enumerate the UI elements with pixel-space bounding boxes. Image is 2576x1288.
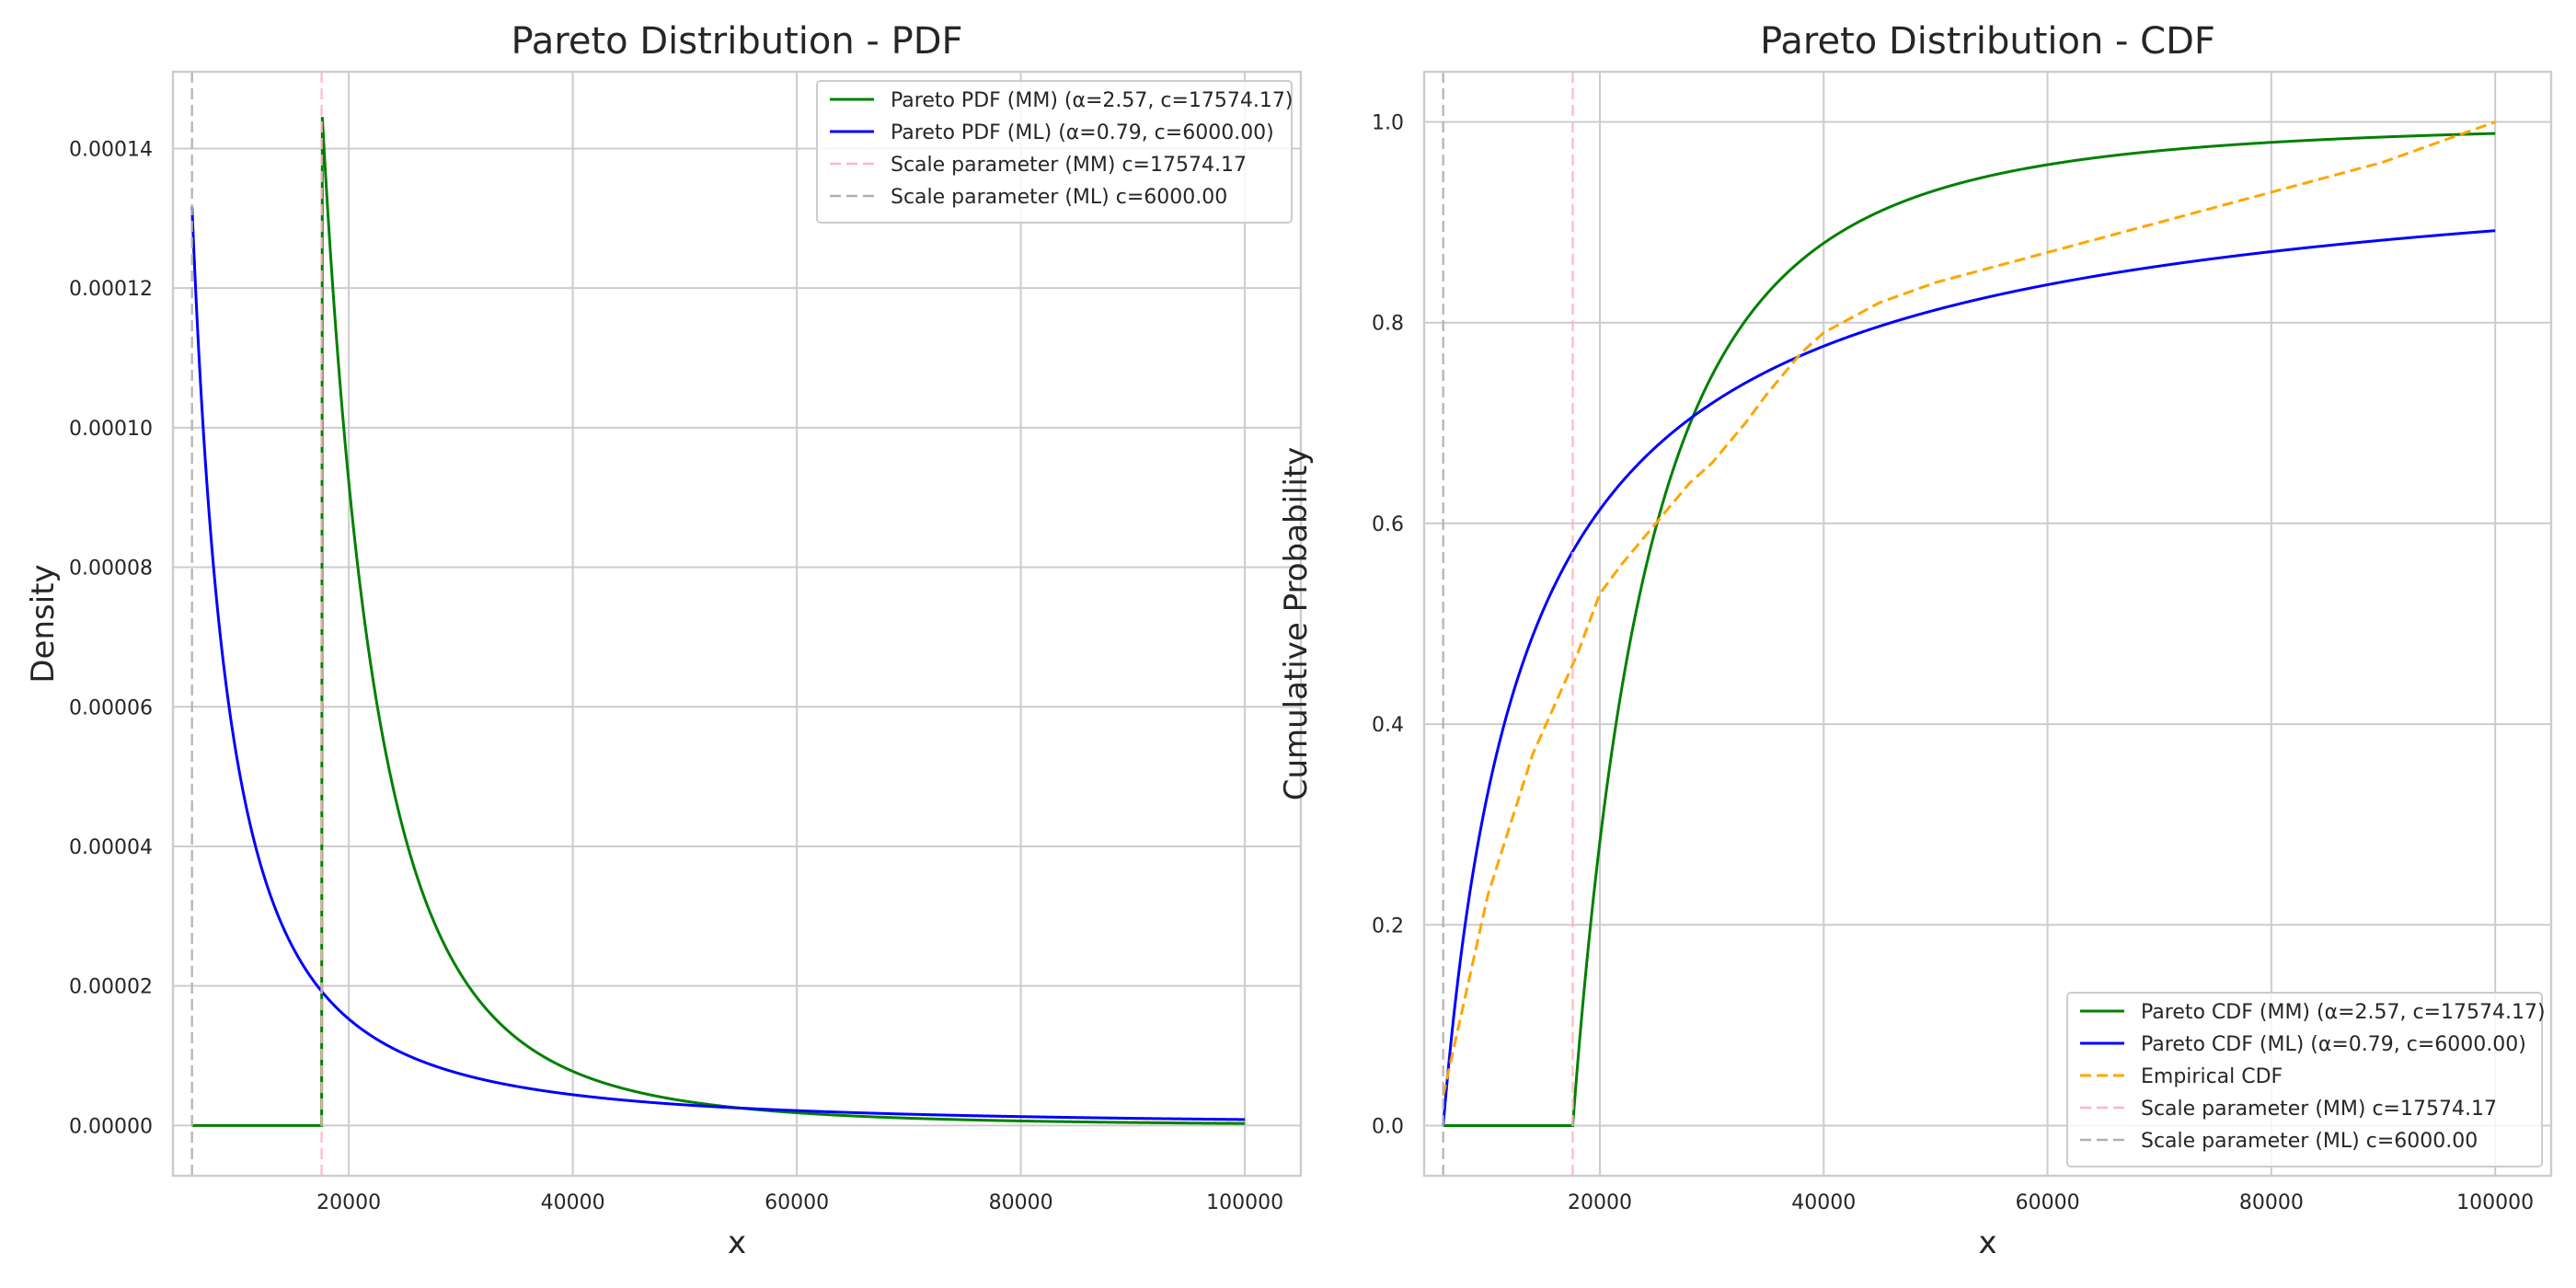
x-tick-label: 80000 xyxy=(989,1191,1053,1214)
y-tick-label: 0.00006 xyxy=(69,696,153,719)
y-tick-label: 0.00012 xyxy=(69,278,153,301)
series-line-1 xyxy=(1443,132,2496,1127)
x-tick-label: 20000 xyxy=(316,1191,381,1214)
chart-panel-1: 20000 40000 60000 80000 100000 0.00000 0.00002… xyxy=(25,20,1303,1261)
legend-box xyxy=(816,80,1293,224)
legend-entry: Pareto CDF (ML) (α=0.79, c=6000.00) xyxy=(2141,1033,2526,1056)
x-tick-label: 60000 xyxy=(2016,1191,2080,1214)
x-tick-label: 60000 xyxy=(765,1191,829,1214)
y-tick-label: 0.00002 xyxy=(69,976,153,999)
plot-frame xyxy=(1422,70,2553,1178)
y-axis-label: Density xyxy=(25,564,62,683)
legend-entry: Scale parameter (MM) c=17574.17 xyxy=(2141,1098,2497,1121)
x-tick-label: 40000 xyxy=(541,1191,605,1214)
legend-entry: Scale parameter (MM) c=17574.17 xyxy=(891,154,1247,177)
y-tick-label: 1.0 xyxy=(1372,112,1404,135)
y-tick-label: 0.4 xyxy=(1372,714,1404,737)
x-axis-label: x xyxy=(728,1225,746,1261)
chart-title: Pareto Distribution - PDF xyxy=(511,20,962,63)
legend-entry: Scale parameter (ML) c=6000.00 xyxy=(891,186,1227,209)
x-tick-label: 100000 xyxy=(1206,1191,1283,1214)
legend-entry: Pareto CDF (MM) (α=2.57, c=17574.17) xyxy=(2141,1001,2546,1024)
legend-entry: Pareto PDF (MM) (α=2.57, c=17574.17) xyxy=(891,89,1294,112)
plot-frame xyxy=(171,70,1303,1178)
y-tick-label: 0.0 xyxy=(1372,1115,1404,1138)
x-tick-label: 100000 xyxy=(2456,1191,2534,1214)
y-tick-label: 0.00000 xyxy=(69,1115,153,1138)
y-axis-label: Cumulative Probability xyxy=(1278,447,1315,801)
legend-entry: Empirical CDF xyxy=(2141,1065,2283,1088)
x-tick-label: 40000 xyxy=(1791,1191,1856,1214)
legend: Pareto CDF (MM) (α=2.57, c=17574.17) Pare… xyxy=(2066,992,2546,1167)
y-tick-label: 0.6 xyxy=(1372,513,1404,536)
legend-box xyxy=(2066,992,2543,1167)
chart-title: Pareto Distribution - CDF xyxy=(1760,20,2215,63)
y-tick-label: 0.2 xyxy=(1372,914,1404,937)
series-line-2 xyxy=(1442,229,2496,1126)
y-tick-label: 0.00010 xyxy=(69,418,153,441)
chart-panel-2: 20000 40000 60000 80000 100000 0.0 0.2 0.4 0.6 0.… xyxy=(1278,20,2553,1261)
y-tick-label: 0.00004 xyxy=(69,836,153,859)
legend: Pareto PDF (MM) (α=2.57, c=17574.17) Pare… xyxy=(816,80,1294,224)
x-tick-label: 20000 xyxy=(1568,1191,1632,1214)
legend-entry: Pareto PDF (ML) (α=0.79, c=6000.00) xyxy=(891,121,1274,144)
plot-area xyxy=(190,72,1246,1176)
y-tick-label: 0.00014 xyxy=(69,138,153,161)
series-line-2 xyxy=(190,206,1246,1121)
plot-area xyxy=(1442,72,2496,1176)
x-axis-label: x xyxy=(1978,1225,1996,1261)
y-tick-label: 0.8 xyxy=(1372,313,1404,336)
y-tick-label: 0.00008 xyxy=(69,558,153,581)
series-line-1 xyxy=(191,117,1246,1127)
legend-entry: Scale parameter (ML) c=6000.00 xyxy=(2141,1130,2478,1153)
x-tick-label: 80000 xyxy=(2239,1191,2304,1214)
series-line-3 xyxy=(1442,121,2496,1097)
